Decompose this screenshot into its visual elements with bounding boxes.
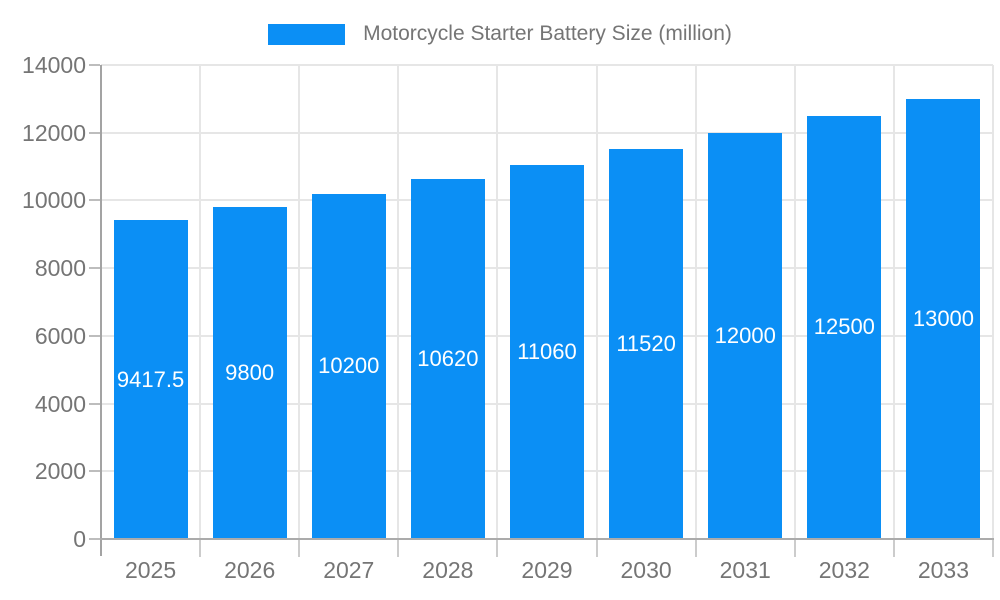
- gridline-horizontal: [101, 64, 993, 66]
- gridline-vertical: [496, 65, 499, 539]
- y-tick-label: 4000: [34, 390, 86, 417]
- bar-value-label: 12000: [714, 322, 776, 348]
- bar: 10200: [311, 193, 386, 539]
- legend-label: Motorcycle Starter Battery Size (million…: [363, 22, 732, 45]
- gridline-vertical: [793, 65, 796, 539]
- gridline-vertical: [397, 65, 400, 539]
- bar-value-label: 11060: [517, 338, 577, 364]
- y-axis-labels: 0 2000 4000 6000 8000 10000 12000 14000: [0, 0, 86, 600]
- gridline-vertical: [694, 65, 697, 539]
- gridline-vertical: [199, 65, 202, 539]
- x-tick: [793, 540, 796, 557]
- x-tick: [694, 540, 697, 557]
- y-tick-label: 0: [73, 526, 86, 552]
- bar: 11520: [609, 148, 684, 539]
- gridline-vertical: [595, 65, 598, 539]
- bar: 10620: [410, 179, 485, 539]
- x-tick-label: 2030: [620, 557, 672, 583]
- legend: Motorcycle Starter Battery Size (million…: [0, 22, 1000, 46]
- x-tick-label: 2029: [521, 557, 573, 583]
- bar-value-label: 9800: [225, 360, 275, 386]
- y-tick: [89, 131, 100, 134]
- x-tick-label: 2032: [818, 557, 870, 583]
- x-tick: [892, 540, 895, 557]
- bar: 13000: [906, 98, 981, 539]
- bar-value-label: 11520: [616, 330, 676, 356]
- bar-value-label: 9417.5: [116, 366, 185, 392]
- bar: 12500: [807, 115, 882, 539]
- y-tick: [89, 64, 100, 66]
- bar-value-label: 13000: [912, 305, 975, 331]
- bar: 11060: [510, 164, 584, 539]
- gridline-vertical: [892, 65, 895, 539]
- x-axis-line: [100, 538, 994, 540]
- x-tick: [496, 540, 499, 557]
- x-tick-label: 2031: [719, 557, 771, 583]
- x-tick: [595, 540, 598, 557]
- y-tick-label: 2000: [34, 458, 86, 485]
- y-tick: [89, 334, 100, 337]
- bar-value-label: 10620: [417, 346, 479, 372]
- y-tick: [89, 538, 100, 540]
- x-tick-label: 2027: [323, 557, 375, 583]
- x-tick-label: 2028: [422, 557, 474, 583]
- x-tick: [298, 540, 301, 557]
- y-tick-label: 12000: [22, 119, 86, 146]
- bar: 9417.5: [113, 220, 188, 539]
- x-tick: [992, 540, 994, 557]
- gridline-horizontal: [101, 131, 993, 134]
- legend-swatch: [268, 23, 346, 45]
- bar: 9800: [212, 207, 287, 539]
- gridline-vertical: [992, 65, 994, 539]
- y-tick: [89, 199, 100, 202]
- y-tick-label: 8000: [34, 255, 86, 282]
- bar: 12000: [708, 132, 783, 539]
- y-axis-line: [100, 65, 102, 556]
- plot-area: 9417.5 9800 10200 10620 11060 11520 12000 12500…: [101, 64, 994, 539]
- y-tick-label: 14000: [22, 52, 86, 78]
- bar-value-label: 10200: [318, 353, 380, 379]
- y-tick-label: 6000: [34, 322, 86, 349]
- y-tick-label: 10000: [22, 187, 86, 214]
- x-tick: [397, 540, 400, 557]
- x-tick: [199, 540, 202, 557]
- y-tick: [89, 402, 100, 405]
- gridline-vertical: [298, 65, 301, 539]
- bar-value-label: 12500: [813, 314, 875, 340]
- x-tick-label: 2025: [124, 557, 177, 583]
- x-tick-label: 2033: [917, 557, 970, 583]
- y-tick: [89, 267, 100, 270]
- y-tick: [89, 470, 100, 473]
- x-tick-label: 2026: [224, 557, 276, 583]
